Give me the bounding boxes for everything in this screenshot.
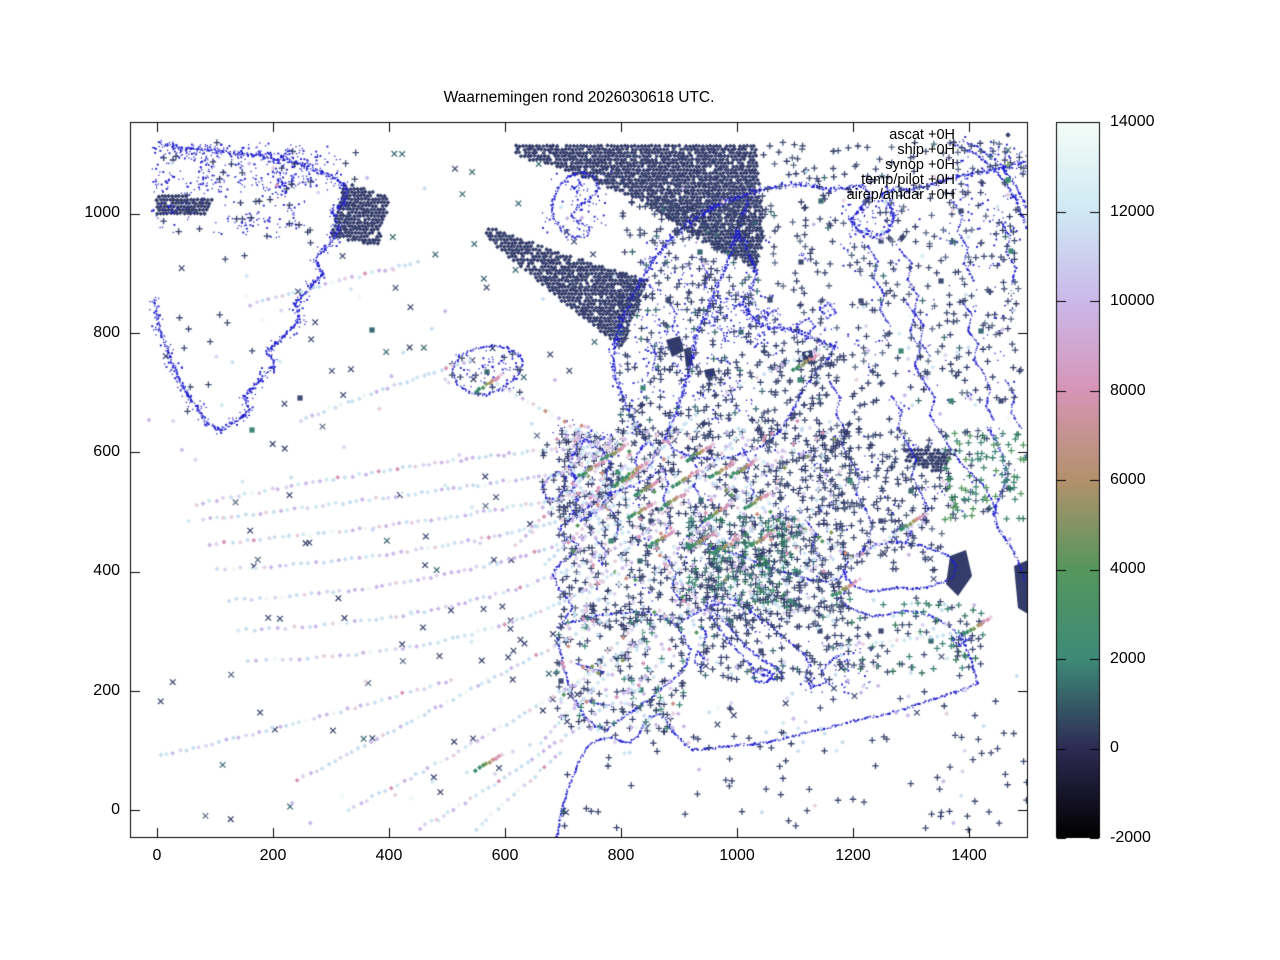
x-tick-label: 0 — [152, 847, 162, 864]
x-tick-label: 800 — [607, 847, 635, 864]
y-tick-label: 400 — [93, 562, 120, 579]
legend-item-label: ascat +0H — [889, 127, 955, 143]
x-tick-label: 600 — [491, 847, 519, 864]
colorbar-tick-label: 10000 — [1110, 292, 1155, 309]
colorbar-tick-label: 6000 — [1110, 471, 1146, 488]
legend-item-label: ship +0H — [897, 142, 955, 158]
y-tick-label: 1000 — [84, 204, 120, 221]
colorbar-tick-label: 12000 — [1110, 203, 1155, 220]
colorbar-tick-label: 8000 — [1110, 382, 1146, 399]
y-tick-label: 200 — [93, 682, 120, 699]
legend-item-label: airep/amdar +0H — [846, 187, 955, 203]
x-tick-label: 1400 — [951, 847, 987, 864]
colorbar-tick-label: 2000 — [1110, 650, 1146, 667]
x-tick-label: 1200 — [835, 847, 871, 864]
x-tick-label: 400 — [375, 847, 403, 864]
legend-item-label: synop +0H — [885, 157, 955, 173]
y-tick-label: 600 — [93, 443, 120, 460]
x-tick-label: 1000 — [719, 847, 755, 864]
y-tick-label: 800 — [93, 324, 120, 341]
colorbar-tick-label: 4000 — [1110, 560, 1146, 577]
colorbar-tick-label: -2000 — [1110, 829, 1151, 846]
colorbar-tick-label: 0 — [1110, 739, 1119, 756]
y-tick-label: 0 — [111, 801, 120, 818]
legend-item-label: temp/pilot +0H — [861, 172, 955, 188]
plot-title: Waarnemingen rond 2026030618 UTC. — [443, 89, 715, 106]
colorbar-tick-label: 14000 — [1110, 113, 1155, 130]
x-tick-label: 200 — [259, 847, 287, 864]
